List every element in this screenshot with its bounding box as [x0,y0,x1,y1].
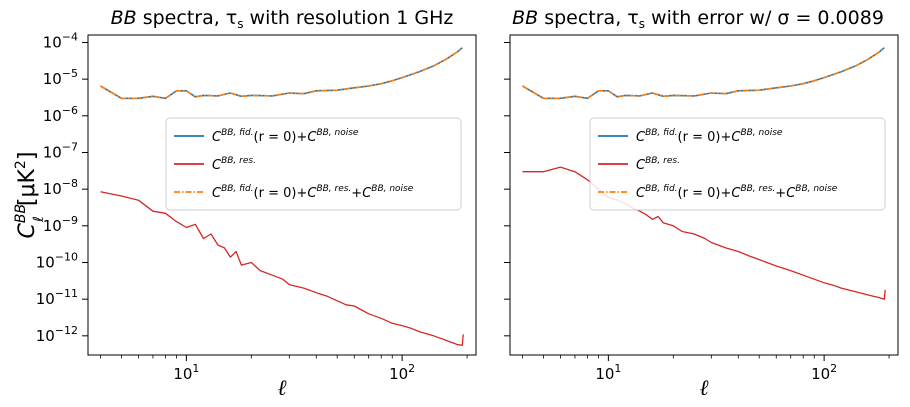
left-axes-frame [87,34,477,356]
x-tick-label: 102 [389,362,415,383]
right-panel: BB spectra, τs with error w/ σ = 0.0089 … [504,7,899,401]
series-fid-noise-line [522,47,885,100]
y-tick-label: 10−11 [36,287,78,308]
right-plot-area: 101 102 [504,41,890,383]
y-axis-label: CBB ℓ[μK2] [13,152,47,239]
y-tick-label: 10−4 [43,30,78,51]
legend-box [589,117,886,211]
x-tick-label: 101 [173,362,199,383]
y-tick-label: 10−5 [43,67,78,88]
series-total-line [522,47,885,100]
legend-box [165,117,462,211]
left-plot-area: 101 102 10−4 10−5 10−6 10−7 10−8 10−9 10−10 10−11… [36,30,468,383]
x-tick-label: 102 [811,362,837,383]
right-panel-title: BB spectra, τs with error w/ σ = 0.0089 [512,7,884,31]
legend-entry-residual: CBB, res. [636,156,680,173]
legend-entry-total: CBB, fid.(r = 0)+CBB, res.+CBB, noise [212,184,414,201]
series-fid-noise-line [100,47,463,100]
y-tick-label: 10−9 [43,214,78,235]
series-residual-line [100,191,464,346]
left-panel: BB spectra, τs with resolution 1 GHz 101… [13,7,477,401]
right-legend: CBB, fid.(r = 0)+CBB, noise CBB, res. CBB,… [589,117,886,211]
legend-entry-residual: CBB, res. [212,156,256,173]
y-tick-label: 10−10 [36,250,78,271]
y-tick-label: 10−7 [43,140,78,161]
series-total-line [100,47,463,100]
y-tick-label: 10−12 [36,324,78,345]
left-legend: CBB, fid.(r = 0)+CBB, noise CBB, res. CBB,… [165,117,462,211]
y-tick-label: 10−6 [43,104,78,125]
x-tick-label: 101 [595,362,621,383]
y-tick-label: 10−8 [43,177,78,198]
legend-entry-fid-noise: CBB, fid.(r = 0)+CBB, noise [636,128,783,145]
right-axes-frame [509,34,899,356]
right-x-axis-label: ℓ [699,376,709,401]
legend-entry-total: CBB, fid.(r = 0)+CBB, res.+CBB, noise [636,184,838,201]
left-x-axis-label: ℓ [277,376,287,401]
left-panel-title: BB spectra, τs with resolution 1 GHz [111,7,454,31]
legend-entry-fid-noise: CBB, fid.(r = 0)+CBB, noise [212,128,359,145]
